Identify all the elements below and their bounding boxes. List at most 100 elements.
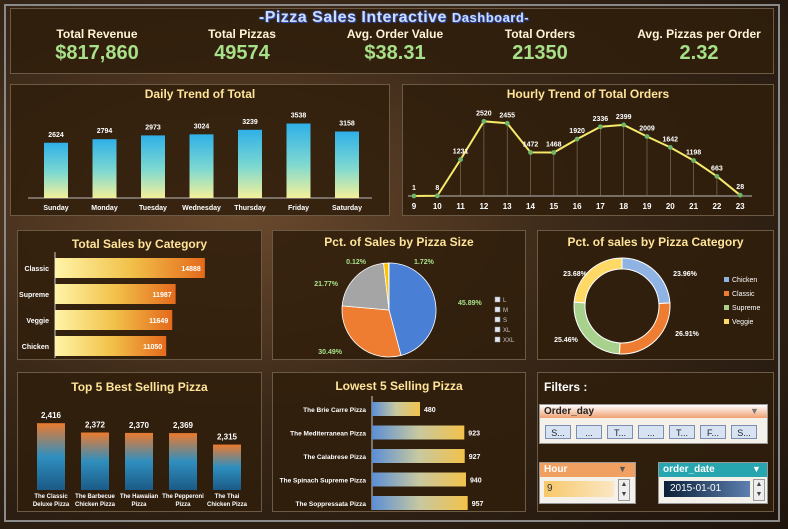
- hourly-data-label: 28: [736, 184, 744, 191]
- daily-category-label: Thursday: [234, 205, 266, 212]
- category-donut-legend-swatch: [724, 319, 729, 324]
- day-button-7[interactable]: S...: [731, 425, 757, 439]
- hourly-data-label: 2009: [639, 125, 655, 132]
- hourly-data-label: 2336: [593, 116, 609, 123]
- daily-data-label: 2794: [97, 128, 113, 135]
- hourly-x-tick-label: 12: [479, 202, 488, 211]
- day-button-5[interactable]: T...: [669, 425, 695, 439]
- category-donut-data-label: 26.91%: [675, 331, 700, 338]
- pct-by-category-chart: 23.96% 26.91% 25.46% 23.68% Chicken Classic Su…: [554, 257, 761, 355]
- hourly-data-label: 1920: [569, 128, 585, 135]
- hourly-data-label: 1: [412, 185, 416, 192]
- lowest5-data-label: 940: [470, 478, 482, 485]
- size-pie-data-label: 30.49%: [318, 349, 343, 356]
- lowest5-category-label: The Calabrese Pizza: [304, 454, 367, 461]
- daily-bar: [44, 142, 68, 198]
- daily-category-label: Wednesday: [182, 205, 221, 212]
- top5-data-label: 2,372: [85, 420, 106, 429]
- top5-title: Top 5 Best Selling Pizza: [71, 380, 208, 394]
- hourly-x-tick-label: 20: [666, 202, 675, 211]
- day-button-6[interactable]: F...: [700, 425, 726, 439]
- order-date-clear-filter-icon[interactable]: ▼: [752, 464, 761, 474]
- size-legend-label: XXL: [503, 338, 515, 344]
- size-legend-swatch: [494, 326, 501, 333]
- lowest5-category-label: The Soppressata Pizza: [296, 501, 367, 508]
- kpi-total-orders: Total Orders 21350: [504, 27, 576, 64]
- category-data-label: 14888: [181, 266, 201, 273]
- size-pie-slice: [388, 262, 437, 356]
- hour-value-field[interactable]: 9: [544, 481, 614, 497]
- hourly-point: [458, 157, 463, 162]
- sales-by-category-chart: 14888 Classic 11987 Supreme 11649 Veggie 11050…: [19, 252, 205, 358]
- dashboard-title: -Pizza Sales Interactive Dashboard-: [258, 9, 530, 26]
- hour-clear-filter-icon[interactable]: ▼: [618, 464, 627, 474]
- day-button-4[interactable]: ...: [638, 425, 664, 439]
- hour-spinner[interactable]: ▲ ▼: [618, 479, 630, 501]
- category-data-label: 11649: [149, 318, 168, 325]
- category-donut-slice: [573, 301, 621, 355]
- top5-bar: [125, 432, 153, 490]
- order-day-label: Order_day: [540, 405, 767, 418]
- daily-data-label: 3538: [291, 113, 307, 120]
- lowest5-data-label: 480: [424, 407, 436, 414]
- category-donut-slice: [618, 302, 671, 355]
- hourly-x-tick-label: 23: [736, 202, 745, 211]
- hourly-x-tick-label: 17: [596, 202, 605, 211]
- top5-bar: [81, 432, 109, 490]
- hourly-x-tick-label: 9: [412, 202, 417, 211]
- category-donut-legend-label: Supreme: [732, 305, 761, 312]
- size-pie-data-label: 0.12%: [346, 259, 367, 266]
- daily-data-label: 3239: [242, 119, 258, 126]
- pct-by-category-title: Pct. of sales by Pizza Category: [567, 235, 744, 249]
- top5-chart: 2,416 The Classic Deluxe Pizza 2,372 The Bar…: [33, 411, 248, 508]
- hourly-point: [574, 136, 580, 142]
- category-donut-data-label: 23.96%: [673, 271, 698, 278]
- order-day-clear-filter-icon[interactable]: ▼: [750, 406, 759, 416]
- hourly-trend-panel: Hourly Trend of Total Orders: [402, 84, 774, 216]
- day-button-2[interactable]: ...: [576, 425, 602, 439]
- hourly-point: [434, 193, 440, 199]
- daily-bar: [141, 135, 165, 198]
- category-label: Classic: [24, 266, 49, 273]
- hourly-x-tick-label: 14: [526, 202, 535, 211]
- daily-bar: [238, 129, 262, 198]
- daily-data-label: 2973: [145, 124, 161, 131]
- lowest5-data-label: 927: [469, 454, 481, 461]
- lowest5-category-label: The Brie Carre Pizza: [303, 407, 366, 414]
- daily-category-label: Sunday: [43, 205, 68, 212]
- lowest5-data-label: 923: [468, 431, 480, 438]
- day-button-1[interactable]: S...: [545, 425, 571, 439]
- lowest5-chart: 480 The Brie Carre Pizza 923 The Mediterran…: [280, 396, 484, 510]
- hourly-x-tick-label: 21: [689, 202, 698, 211]
- lowest5-bar: [372, 402, 420, 416]
- hourly-x-tick-label: 16: [573, 202, 582, 211]
- hourly-x-tick-label: 18: [619, 202, 628, 211]
- daily-trend-title: Daily Trend of Total: [144, 87, 256, 101]
- category-label: Chicken: [22, 344, 49, 351]
- size-pie-data-label: 1.72%: [414, 259, 435, 266]
- kpi-avg-order-value: Avg. Order Value $38.31: [346, 27, 444, 64]
- hourly-data-label: 663: [711, 165, 723, 172]
- hourly-point: [714, 173, 720, 179]
- order-date-value-field[interactable]: 2015-01-01: [664, 481, 750, 497]
- order-date-spinner[interactable]: ▲ ▼: [753, 479, 765, 501]
- category-donut-legend-label: Chicken: [732, 277, 757, 284]
- top5-data-label: 2,315: [217, 433, 238, 442]
- category-data-label: 11987: [153, 292, 172, 299]
- category-donut-legend-swatch: [724, 277, 729, 282]
- daily-category-label: Monday: [91, 205, 118, 212]
- daily-data-label: 3024: [194, 123, 210, 130]
- daily-category-label: Friday: [288, 205, 309, 212]
- daily-bar: [335, 131, 359, 198]
- hourly-point: [411, 193, 417, 199]
- kpi-total-revenue: Total Revenue $817,860: [55, 27, 139, 64]
- hourly-point: [691, 158, 696, 163]
- day-button-3[interactable]: T...: [607, 425, 633, 439]
- daily-data-label: 2624: [48, 132, 64, 139]
- category-donut-legend-swatch: [724, 305, 729, 310]
- daily-category-label: Saturday: [332, 205, 362, 212]
- lowest5-bar: [372, 425, 465, 440]
- lowest5-data-label: 957: [472, 501, 484, 508]
- order-date-label: order_date: [659, 463, 767, 477]
- category-bar: [55, 258, 205, 278]
